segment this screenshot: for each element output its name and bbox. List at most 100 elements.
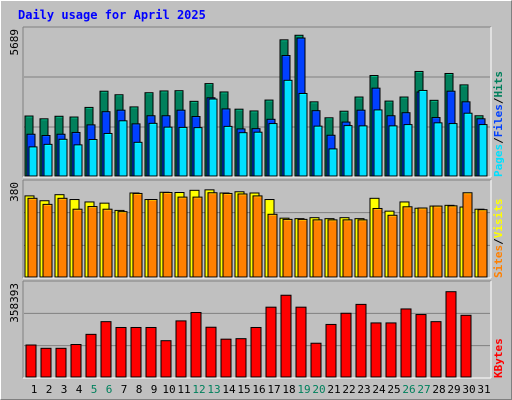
files-bar-highlight [118,110,125,112]
sites-bar [237,193,248,278]
sites-bar-outline [132,192,143,278]
sites-bar-outline [192,196,203,278]
hits-bar-highlight [266,100,273,102]
files-bar-highlight [238,128,245,131]
hits-side-legend-part: Files [492,104,505,137]
hits-bar-highlight [146,92,153,95]
sites-bar [342,219,353,278]
kbytes-bar-highlight [282,295,291,297]
sites-bar-fill [343,219,352,277]
kbytes-bar-highlight [72,344,81,346]
sites-bar-highlight [479,209,487,212]
kbytes-bar-fill [461,315,471,377]
sites-bar-highlight [179,197,187,199]
kbytes-bar-outline [70,343,82,378]
sites-bar-outline [447,205,458,278]
files-bar-highlight [373,88,380,90]
pages-bar-fill [374,109,382,176]
kbytes-bar-fill [371,322,381,377]
pages-bar-outline [388,125,398,177]
sites-bar-highlight [209,192,217,195]
files-bar-highlight [283,55,290,58]
sites-bar-outline [87,206,98,278]
sites-bar-fill [463,192,472,277]
day-tick-label: 21 [327,383,340,396]
sites-bar-fill [418,208,427,277]
hits-bar-highlight [101,91,108,93]
kbytes-bar [460,314,472,378]
kbytes-bar-fill [161,340,171,377]
visits-bar-highlight [101,203,109,205]
pages-bar-outline [313,125,323,177]
files-bar-highlight [343,122,350,124]
sites-bar [207,192,218,278]
files-bar-highlight [298,38,305,40]
sites-bar-outline [252,195,263,278]
hits-bar-highlight [236,109,243,111]
day-tick-label: 18 [282,383,295,396]
day-tick-label: 27 [417,383,430,396]
kbytes-bar-fill [56,348,66,377]
pages-bar [73,144,83,177]
day-tick-label: 24 [372,383,386,396]
pages-bar-outline [343,125,353,177]
hits-bar-highlight [416,71,423,73]
sites-bar-fill [283,219,292,277]
kbytes-bar-highlight [417,314,426,317]
sites-bar-fill [388,215,397,277]
kbytes-bar-outline [430,321,442,378]
kbytes-bar-fill [101,321,111,377]
sites-bar [102,208,113,278]
kbytes-bar-fill [401,308,411,377]
sites-bar [312,219,323,278]
pages-bar [328,148,338,177]
hits-side-legend-part: Pages [492,144,505,177]
kbytes-bar-outline [295,306,307,378]
pages-bar [163,126,173,177]
kbytes-bar [205,326,217,378]
kbytes-bar-outline [235,338,247,378]
pages-bar-highlight [435,122,442,125]
sites-bar-outline [27,197,38,278]
files-bar-highlight [28,134,35,136]
hits-bar-highlight [116,94,123,97]
pages-bar-outline [298,92,308,177]
sites-bar-highlight [329,219,337,222]
sites-bar-fill [313,219,322,277]
sites-bar-fill [433,206,442,277]
kbytes-bar-fill [86,334,96,377]
sites-bar-highlight [59,198,67,200]
kbytes-bar-highlight [342,313,351,315]
sites-bar-fill [148,199,157,277]
pages-bar-fill [404,124,412,176]
day-tick-label: 7 [121,383,128,396]
sites-bar-highlight [254,195,262,198]
kbytes-bar-outline [25,344,37,378]
pages-bar-fill [164,127,172,176]
sites-bar-outline [432,205,443,278]
pages-bar [133,141,143,177]
pages-bar-highlight [405,124,412,127]
visits-bar-highlight [41,200,49,203]
kbytes-bar-outline [385,322,397,378]
sites-bar-fill [358,219,367,277]
files-bar-highlight [403,112,410,115]
visits-bar-highlight [206,189,214,192]
pages-bar-highlight [225,126,232,128]
files-bar-highlight [223,108,230,111]
hits-side-legend-part: Hits [492,71,505,98]
pages-bar-outline [478,124,488,177]
sites-bar-outline [162,192,173,278]
kbytes-bar [385,322,397,378]
day-tick-label: 12 [192,383,205,396]
pages-bar-fill [479,124,487,176]
sites-bar-outline [117,211,128,278]
pages-bar [463,112,473,177]
day-tick-label: 15 [237,383,250,396]
hits-ymax-label: 5689 [8,29,21,56]
visits-bar-highlight [26,195,34,198]
day-tick-label: 2 [46,383,53,396]
day-tick-label: 22 [342,383,355,396]
pages-bar-highlight [180,127,187,129]
sites-bar-fill [298,219,307,277]
